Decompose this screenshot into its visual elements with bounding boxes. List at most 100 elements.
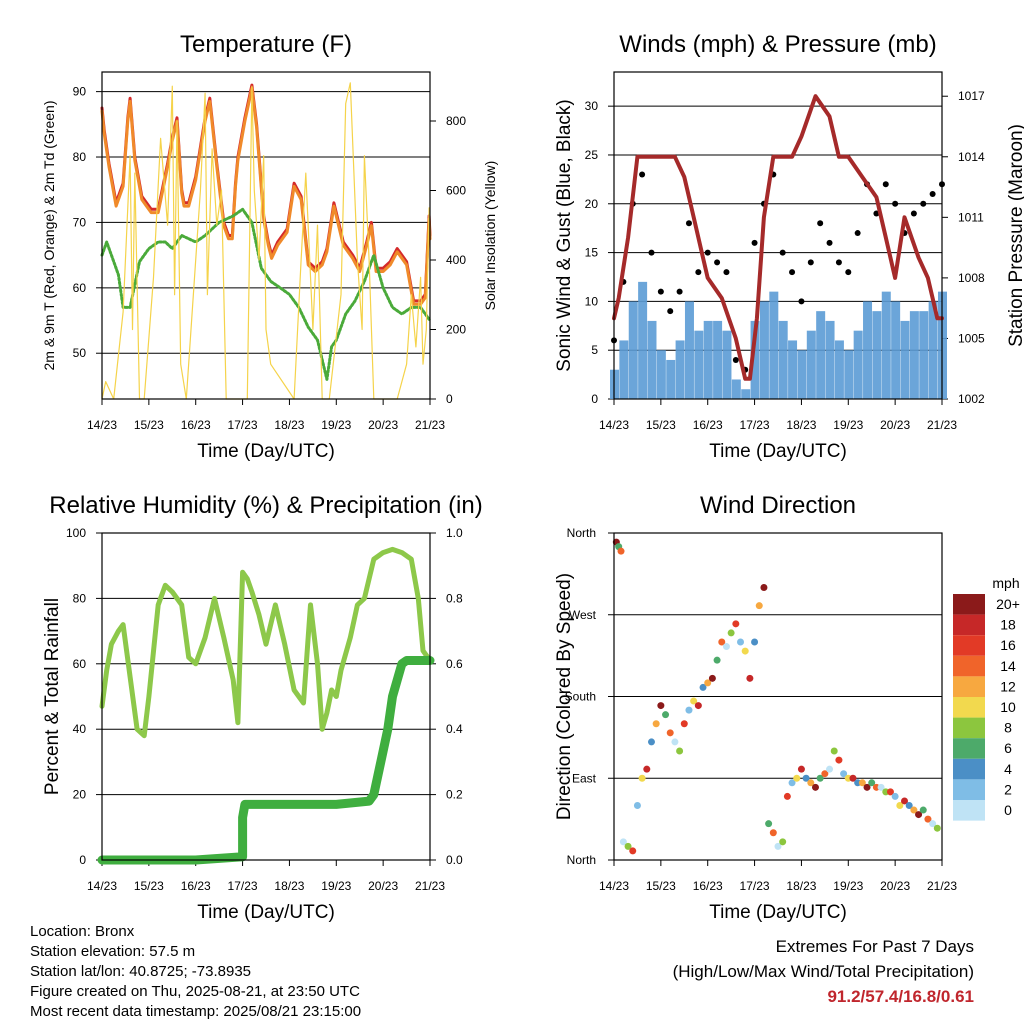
y2-tick-label: 0.0	[446, 853, 463, 867]
wind-bar	[909, 311, 919, 399]
y-tick-label: North	[567, 853, 596, 867]
y-tick-label: 50	[73, 346, 87, 360]
x-tick-label: 21/23	[927, 879, 957, 893]
legend-label: 12	[1000, 678, 1016, 694]
x-tick-label: 14/23	[87, 418, 117, 432]
gust-point	[695, 269, 702, 276]
gust-point	[704, 249, 711, 256]
wind-bar	[797, 350, 807, 399]
direction-point	[694, 702, 702, 710]
gust-point	[657, 288, 664, 295]
wind-bar	[769, 291, 779, 399]
direction-point	[765, 820, 773, 828]
direction-point	[633, 802, 641, 809]
direction-point	[680, 720, 688, 728]
x-tick-label: 17/23	[740, 418, 770, 432]
wind-bar	[759, 301, 769, 399]
wind-bar	[881, 291, 891, 399]
y-axis-title: Sonic Wind & Gust (Blue, Black)	[554, 99, 575, 371]
direction-point	[788, 779, 796, 787]
direction-point	[905, 802, 913, 809]
gust-point	[685, 220, 692, 227]
y-tick-label: North	[567, 526, 596, 540]
direction-point	[617, 547, 625, 555]
x-tick-label: 17/23	[740, 879, 770, 893]
wind-bar	[684, 301, 694, 399]
gust-point	[676, 288, 683, 295]
x-tick-label: 15/23	[646, 879, 676, 893]
wind-bar	[722, 330, 732, 399]
x-tick-label: 17/23	[228, 418, 258, 432]
series-line-1	[99, 546, 433, 739]
plot-frame	[613, 532, 943, 861]
series-line-3	[612, 94, 944, 381]
x-tick-label: 20/23	[368, 879, 398, 893]
location-text: Location: Bronx	[30, 923, 135, 940]
gust-point	[807, 259, 814, 266]
y-tick-label: 60	[73, 657, 87, 671]
x-axis-title: Time (Day/UTC)	[709, 441, 847, 462]
y-axis-title: Direction (Colored By Speed)	[554, 573, 575, 820]
wind-bar	[891, 301, 901, 399]
x-tick-label: 19/23	[321, 418, 351, 432]
direction-point	[807, 779, 815, 787]
gust-point	[826, 239, 833, 246]
gust-point	[920, 200, 927, 207]
direction-point	[652, 720, 660, 728]
x-tick-label: 21/23	[927, 418, 957, 432]
wind-bar	[844, 350, 854, 399]
wind-bar	[713, 320, 723, 399]
y-tick-label: 5	[591, 343, 598, 357]
y-tick-label: 70	[73, 215, 87, 229]
elevation-text: Station elevation: 57.5 m	[30, 943, 196, 960]
x-axis-title: Time (Day/UTC)	[709, 902, 847, 923]
x-tick-label: 19/23	[833, 418, 863, 432]
direction-point	[690, 697, 698, 705]
y-tick-label: 10	[585, 294, 599, 308]
wind-bar	[919, 311, 929, 399]
direction-point	[840, 770, 848, 778]
legend-label: 20+	[996, 596, 1020, 612]
y-tick-label: 25	[585, 148, 599, 162]
direction-point	[657, 702, 665, 710]
y2-tick-label: 800	[446, 114, 466, 128]
y-tick-label: 80	[73, 591, 87, 605]
direction-point	[779, 838, 787, 846]
extremes-values: 91.2/57.4/16.8/0.61	[827, 987, 974, 1006]
legend-swatch	[953, 758, 985, 780]
x-tick-label: 19/23	[833, 879, 863, 893]
direction-point	[662, 711, 670, 719]
wind-bar	[731, 379, 741, 399]
gust-point	[817, 220, 824, 227]
x-tick-label: 20/23	[368, 418, 398, 432]
x-tick-label: 14/23	[599, 879, 629, 893]
station-info: Location: Bronx Station elevation: 57.5 …	[30, 922, 361, 1022]
gust-point	[789, 269, 796, 276]
legend-swatch	[953, 635, 985, 656]
wind-bar	[834, 340, 844, 399]
wind-bar	[656, 350, 666, 399]
extremes-subtitle: (High/Low/Max Wind/Total Precipitation)	[672, 962, 974, 981]
gust-point	[835, 259, 842, 266]
direction-point	[666, 729, 674, 737]
direction-point	[929, 820, 937, 828]
y-tick-label: 0	[591, 392, 598, 406]
legend-label: 18	[1000, 617, 1016, 633]
direction-point	[732, 620, 740, 628]
wind-bar	[647, 320, 657, 399]
x-tick-label: 18/23	[786, 418, 816, 432]
series-line-4	[101, 82, 430, 400]
x-tick-label: 21/23	[415, 418, 445, 432]
gust-point	[751, 239, 758, 246]
y-tick-label: 40	[73, 722, 87, 736]
direction-point	[769, 829, 777, 837]
direction-point	[793, 774, 801, 782]
direction-point	[708, 674, 716, 682]
chart-panel-2: Winds (mph) & Pressure (mb) Time (Day/UTC…	[554, 31, 1024, 462]
direction-point	[915, 811, 923, 819]
x-tick-label: 17/23	[228, 879, 258, 893]
y2-tick-label: 1011	[958, 210, 984, 224]
direction-point	[835, 756, 843, 764]
y-tick-label: 100	[66, 526, 86, 540]
